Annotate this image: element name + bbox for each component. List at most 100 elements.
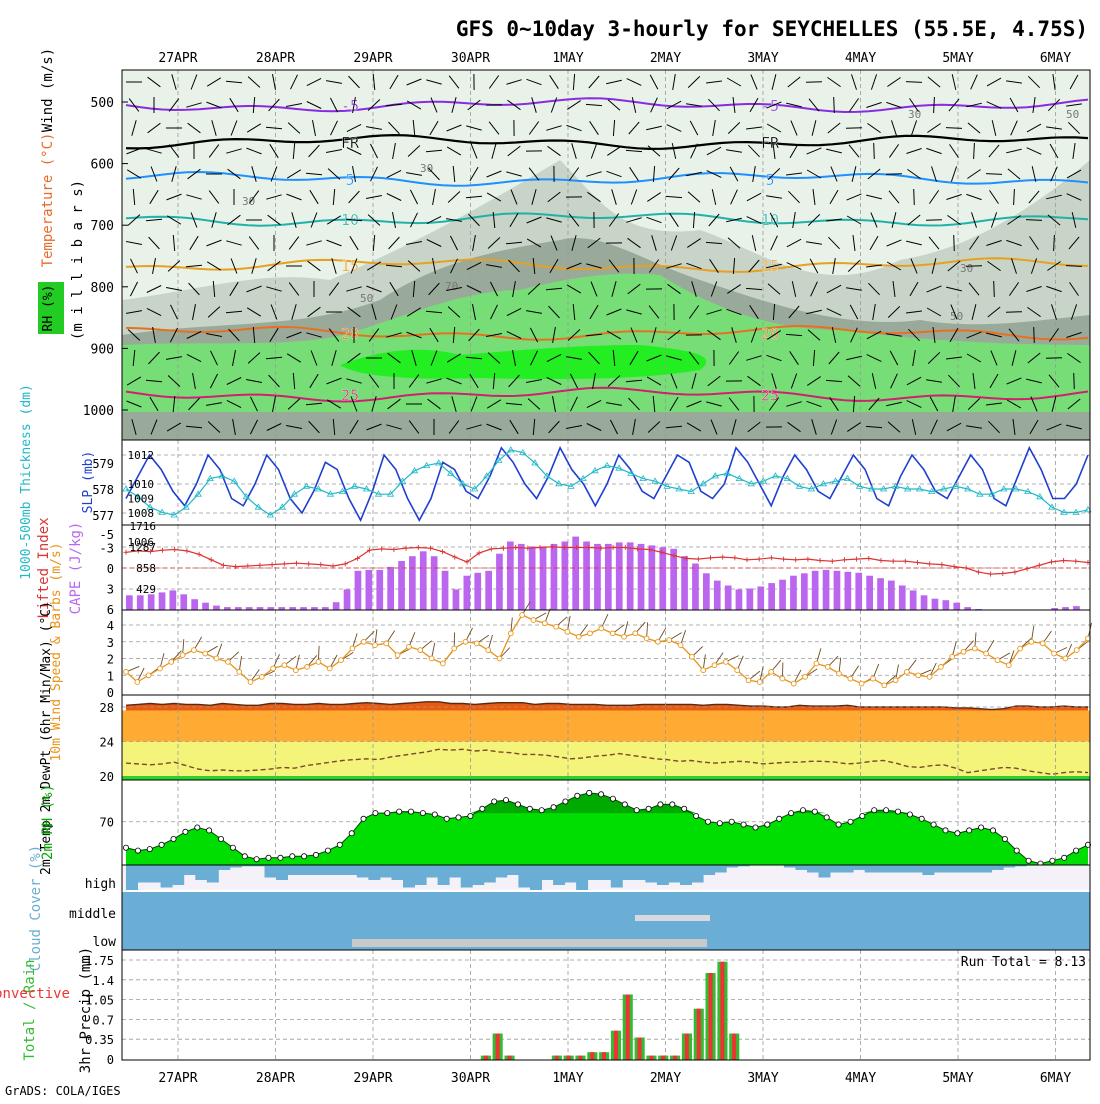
rh2m-marker xyxy=(337,842,342,847)
cape-bar xyxy=(485,571,492,610)
precip-convective-bar xyxy=(732,1034,736,1061)
cape-bar xyxy=(779,580,786,610)
cape-bar xyxy=(703,573,710,610)
wind-speed-marker xyxy=(124,670,129,675)
cloud-high-bar xyxy=(126,865,138,890)
precip-convective-bar xyxy=(720,962,724,1060)
wind-speed-marker xyxy=(837,671,842,676)
wind-speed-marker xyxy=(192,648,197,653)
isotherm-label: 25 xyxy=(761,387,779,405)
rh2m-marker xyxy=(503,798,508,803)
cloud-high-bar xyxy=(680,865,692,885)
cape-bar xyxy=(159,592,166,610)
wind-speed-marker xyxy=(746,678,751,683)
rh2m-marker xyxy=(670,802,675,807)
wind-speed-marker xyxy=(622,634,627,639)
cape-bar xyxy=(551,544,558,610)
cape-bar xyxy=(834,571,841,610)
wind-speed-marker xyxy=(1029,639,1034,644)
cape-bar xyxy=(627,542,634,610)
cape-bar xyxy=(507,542,514,611)
day-label-bottom: 30APR xyxy=(451,1071,490,1086)
cloud-high-bar xyxy=(969,865,981,873)
lifted-marker xyxy=(854,557,859,562)
lifted-marker xyxy=(501,546,506,551)
lifted-marker xyxy=(282,561,287,566)
rh2m-marker xyxy=(135,848,140,853)
cloud-high-bar xyxy=(703,865,715,875)
cloud-level-label: high xyxy=(85,877,116,892)
rh-contour-label: 50 xyxy=(950,310,963,323)
wind-speed-marker xyxy=(893,678,898,683)
cloud-high-bar xyxy=(669,865,681,883)
cape-bar xyxy=(202,603,209,610)
rh-contour-label: 70 xyxy=(445,280,458,293)
lifted-marker xyxy=(197,552,202,557)
rh2m-marker xyxy=(943,828,948,833)
cloud-high-bar xyxy=(449,865,461,878)
rh-axis-label: RH (%) xyxy=(41,285,56,332)
cape-bar xyxy=(692,564,699,611)
lifted-tick: 3 xyxy=(107,583,114,597)
wind-barb xyxy=(914,189,915,205)
wind-barb xyxy=(1074,373,1075,389)
dewpoint-band xyxy=(122,742,1090,777)
pressure-tick: 800 xyxy=(91,281,114,296)
cape-bar xyxy=(725,586,732,611)
cape-tick: 429 xyxy=(136,583,156,596)
wind-barb xyxy=(954,235,955,251)
cloud-high-bar xyxy=(265,865,277,878)
wind-speed-marker xyxy=(316,660,321,665)
wind-speed-marker xyxy=(712,663,717,668)
wind-speed-marker xyxy=(791,681,796,686)
wind-speed-marker xyxy=(214,656,219,661)
lifted-marker xyxy=(976,570,981,575)
cloud-mid-band xyxy=(635,915,710,921)
temp-band-below-20 xyxy=(122,776,1090,780)
lifted-marker xyxy=(294,561,299,566)
wind-speed-marker xyxy=(859,681,864,686)
footer-credit: GrADS: COLA/IGES xyxy=(5,1084,121,1098)
lifted-marker xyxy=(927,561,932,566)
cloud-high-bar xyxy=(622,865,634,880)
cape-bar xyxy=(638,544,645,610)
lifted-marker xyxy=(708,555,713,560)
cape-bar xyxy=(562,542,569,611)
cape-bar xyxy=(213,606,220,610)
rh2m-marker xyxy=(290,854,295,859)
rh2m-marker xyxy=(919,816,924,821)
wind-speed-marker xyxy=(814,661,819,666)
lifted-marker xyxy=(318,562,323,567)
cape-bar xyxy=(529,546,536,610)
wind-speed-line xyxy=(126,615,1088,685)
cloud-high-bar xyxy=(980,865,992,873)
rh2m-marker xyxy=(860,813,865,818)
rh2m-marker xyxy=(1050,858,1055,863)
cape-bar xyxy=(170,590,177,610)
wind-tick: 1 xyxy=(107,669,114,683)
rh2m-marker xyxy=(907,812,912,817)
lifted-marker xyxy=(769,555,774,560)
precip-convective-bar xyxy=(626,995,630,1061)
lifted-marker xyxy=(964,566,969,571)
wind-barb xyxy=(1006,312,1022,313)
slp-axis-label: SLP (mb) xyxy=(81,451,96,514)
wind-speed-marker xyxy=(1040,641,1045,646)
precip-convective-bar xyxy=(638,1038,642,1061)
wind-speed-marker xyxy=(508,631,513,636)
cloud-high-bar xyxy=(946,865,958,873)
rh2m-marker xyxy=(1026,858,1031,863)
cloud-high-bar xyxy=(565,865,577,883)
lifted-tick: -5 xyxy=(100,528,114,542)
rh2m-marker xyxy=(1074,848,1079,853)
cloud-high-bar xyxy=(322,865,334,875)
cape-bar xyxy=(496,554,503,610)
cloud-high-bar xyxy=(957,865,969,873)
rh2m-marker xyxy=(456,815,461,820)
rh2m-marker xyxy=(1014,848,1019,853)
wind-speed-marker xyxy=(656,639,661,644)
cloud-high-bar xyxy=(161,865,173,888)
wind-speed-marker xyxy=(916,673,921,678)
rh2m-marker xyxy=(646,806,651,811)
wind-axis-label: Wind (m/s) xyxy=(40,48,56,132)
